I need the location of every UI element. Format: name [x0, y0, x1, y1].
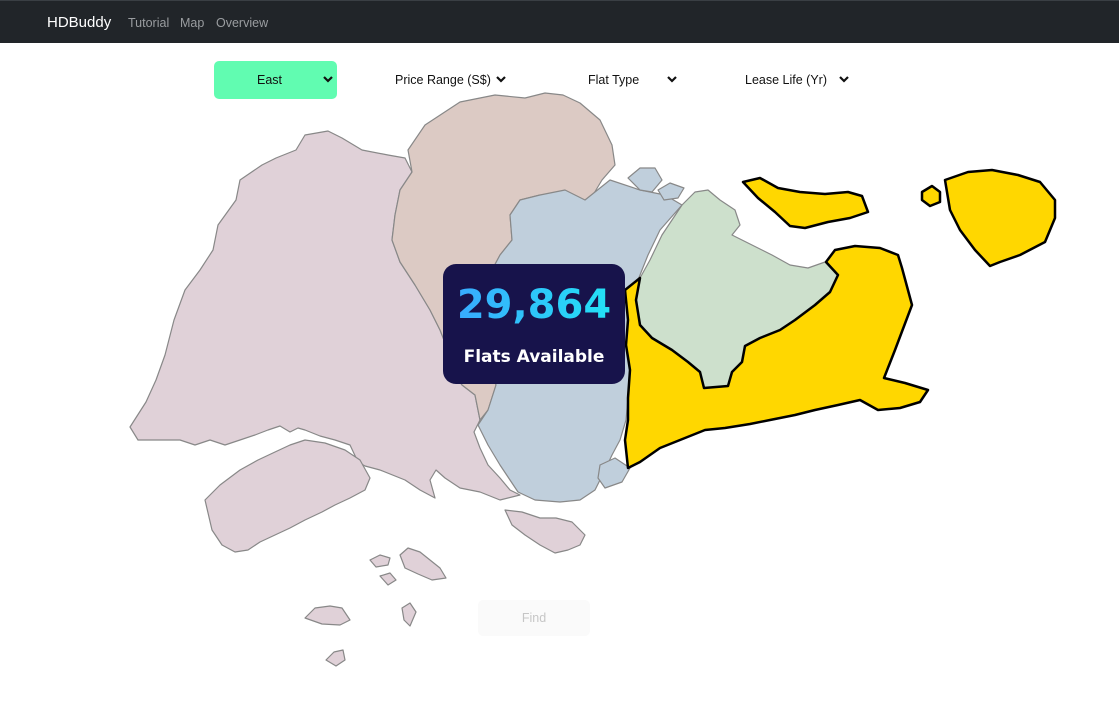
- chevron-down-icon: [667, 76, 677, 83]
- chevron-down-icon: [323, 76, 333, 83]
- nav-link-tutorial[interactable]: Tutorial: [128, 16, 170, 30]
- find-button[interactable]: Find: [478, 600, 590, 636]
- flats-available-label: Flats Available: [463, 347, 605, 367]
- brand-logo[interactable]: HDBuddy: [47, 14, 112, 31]
- flat-type-select[interactable]: Flat Type: [574, 61, 689, 99]
- flats-available-count: 29,864: [443, 282, 625, 328]
- lease-life-label: Lease Life (Yr): [745, 73, 827, 87]
- map-region-east[interactable]: [623, 168, 1057, 470]
- nav-link-overview[interactable]: Overview: [216, 16, 269, 30]
- chevron-down-icon: [496, 76, 506, 83]
- flats-available-card: 29,864 Flats Available: [443, 264, 625, 384]
- flat-type-label: Flat Type: [588, 73, 640, 87]
- price-range-label: Price Range (S$): [395, 73, 491, 87]
- price-range-select[interactable]: Price Range (S$): [380, 61, 520, 99]
- chevron-down-icon: [839, 76, 849, 83]
- lease-life-select[interactable]: Lease Life (Yr): [730, 61, 860, 99]
- map-region-west[interactable]: [129, 130, 586, 667]
- navbar: HDBuddy Tutorial Map Overview: [0, 0, 1119, 43]
- region-select-value: East: [257, 73, 283, 87]
- region-select[interactable]: East: [214, 61, 337, 99]
- nav-link-map[interactable]: Map: [180, 16, 205, 30]
